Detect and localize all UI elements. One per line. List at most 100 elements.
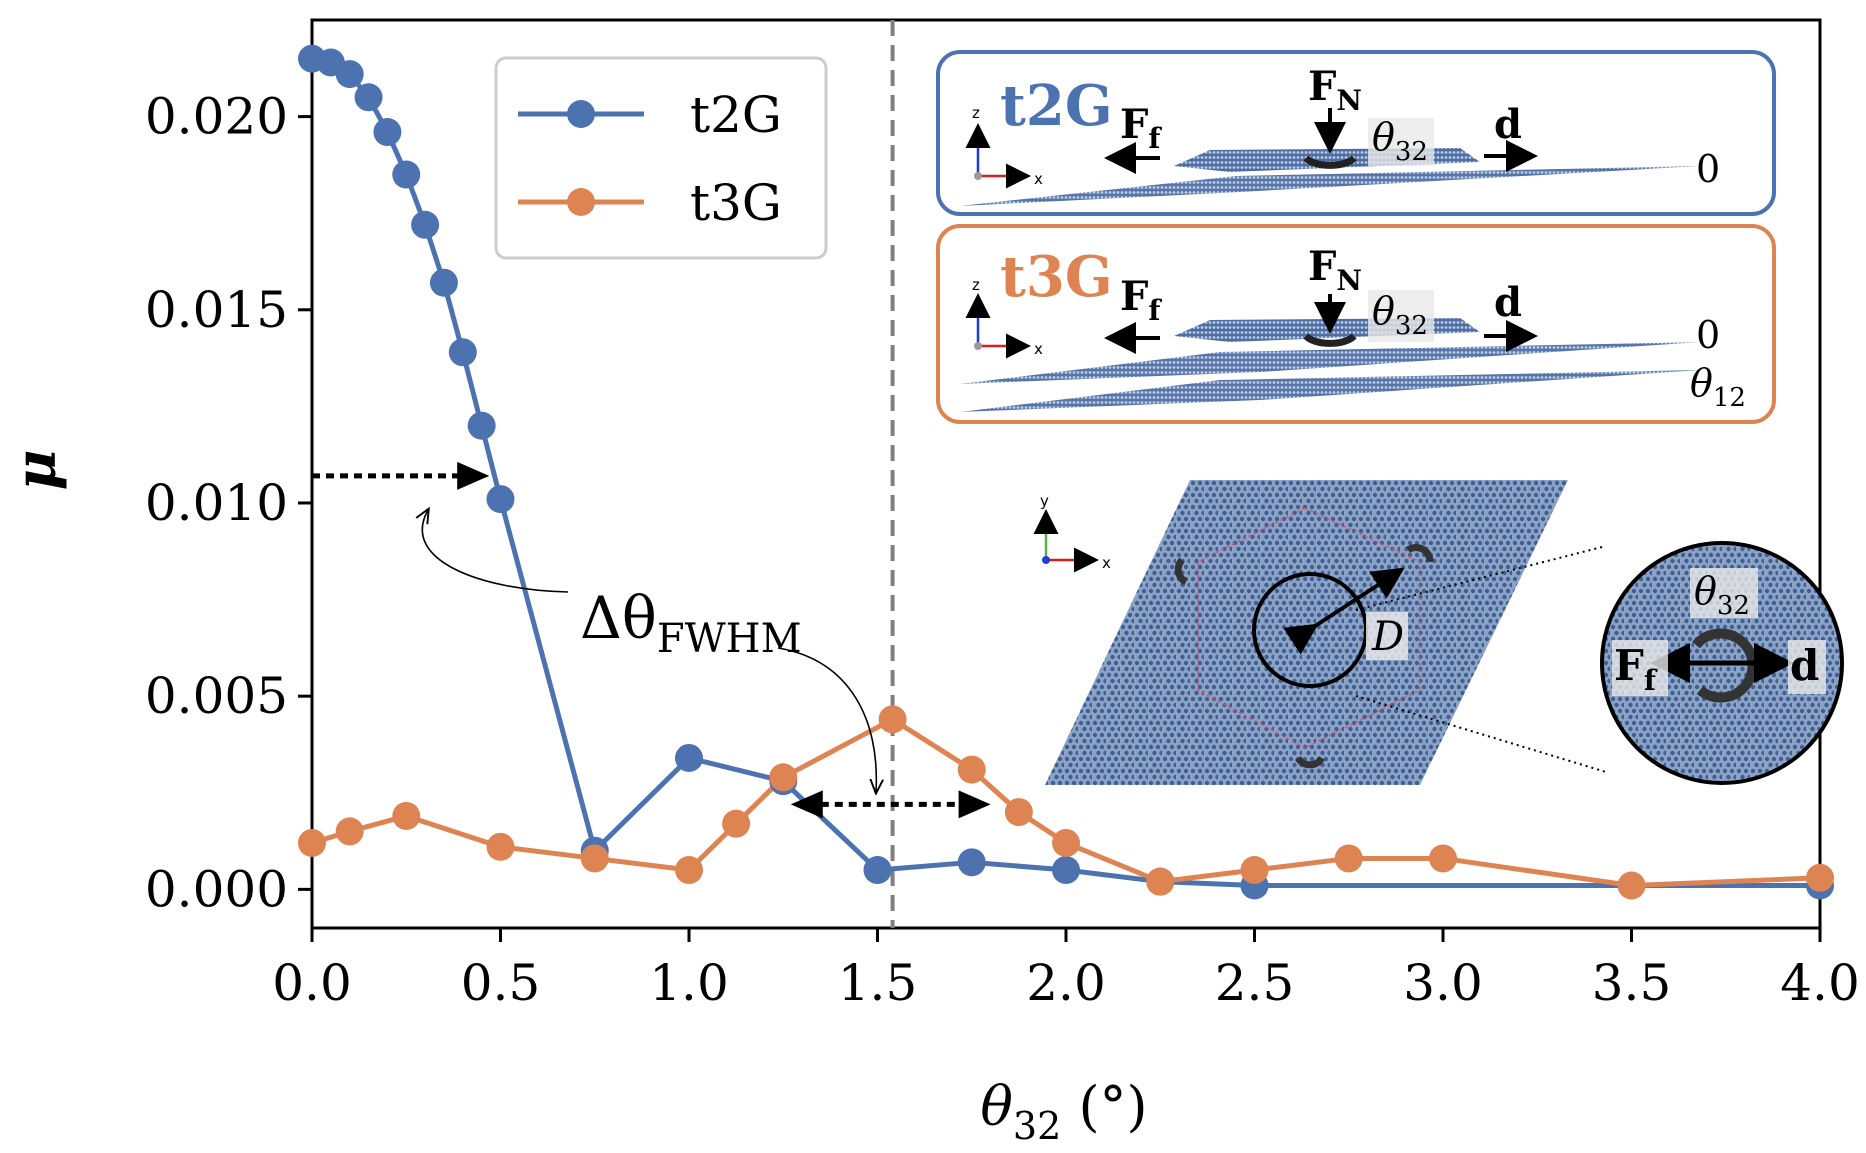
x-axis-ticks: 0.0 0.5 1.0 1.5 2.0 2.5 3.0 3.5 4.0 (272, 928, 1860, 1012)
data-point-t3G (298, 828, 326, 857)
legend: t2G t3G (494, 56, 828, 260)
fwhm-arrow-right-head-right (958, 790, 991, 819)
inset-lattice-y-label: y (1040, 492, 1049, 510)
data-point-t2G (863, 856, 892, 885)
inset-t3g-twist-arc (1303, 333, 1357, 347)
x-tick-label: 4.0 (1780, 954, 1860, 1012)
inset-t3g: t3G z x FN Ff d θ32 0 θ12 (936, 224, 1776, 424)
inset-t2g-twist-label: θ32 (1372, 115, 1428, 167)
inset-lattice-diameter-label-bg (1366, 612, 1408, 660)
y-tick-label: 0.010 (145, 474, 288, 532)
y-axis-ticks: 0.000 0.005 0.010 0.015 0.020 (145, 88, 312, 918)
inset-t3g-origin (974, 342, 982, 350)
x-tick-label: 1.5 (838, 954, 918, 1012)
data-point-t2G (486, 485, 515, 514)
inset-t3g-z-label: z (972, 276, 980, 294)
inset-lattice-diameter-arrow (1283, 567, 1405, 655)
data-point-t3G (957, 755, 986, 784)
inset-t3g-layer-angle-bottom: θ12 (1690, 361, 1746, 413)
inset-t2g-displacement-label: d (1494, 101, 1522, 148)
inset-t3g-sheet-middle (960, 342, 1700, 384)
inset-zoom-force-label-bg (1612, 640, 1668, 696)
inset-t2g-normal-force-label: FN (1308, 63, 1362, 117)
data-point-t2G (429, 268, 458, 297)
y-tick-label: 0.005 (145, 667, 288, 725)
inset-lattice: D y x θ32 Ff d (1033, 480, 1844, 785)
inset-t2g-friction-label: Ff (1120, 101, 1162, 155)
data-point-t2G (411, 210, 440, 239)
data-point-t3G (1004, 798, 1033, 827)
data-point-t3G (580, 844, 609, 873)
data-point-t2G (1052, 856, 1080, 885)
data-point-t3G (1334, 844, 1363, 873)
inset-lattice-rotation-mark-1 (1174, 557, 1188, 586)
x-tick-label: 1.0 (649, 954, 729, 1012)
x-tick-label: 0.0 (272, 954, 352, 1012)
fwhm-arrow-right-head-left (790, 790, 823, 819)
inset-lattice-sheet (1045, 480, 1568, 785)
series-layer (298, 44, 1834, 900)
y-tick-label: 0.020 (145, 88, 288, 146)
inset-zoom-guide-2 (1355, 695, 1607, 773)
data-point-t3G (1806, 863, 1834, 892)
inset-lattice-rotation-mark-2 (1406, 544, 1434, 563)
inset-zoom-twist-label: θ32 (1694, 569, 1750, 621)
inset-zoom-guide-1 (1355, 545, 1607, 611)
inset-t2g-x-label: x (1034, 170, 1043, 188)
data-point-t3G (1617, 871, 1646, 900)
inset-t3g-friction-label: Ff (1120, 273, 1162, 327)
data-point-t3G (486, 832, 515, 861)
y-axis-label: μ (3, 450, 69, 491)
x-axis-label: θ32 (°) (980, 1075, 1147, 1148)
fwhm-label: ΔθFWHM (580, 584, 802, 662)
inset-zoom-twist-label-bg (1690, 568, 1758, 618)
data-point-t3G (1146, 867, 1175, 896)
data-point-t3G (675, 856, 703, 885)
inset-t2g-z-label: z (972, 104, 980, 122)
data-point-t3G (878, 705, 907, 734)
data-point-t2G (373, 118, 402, 147)
data-point-t2G (448, 338, 477, 367)
x-tick-label: 2.5 (1215, 954, 1295, 1012)
inset-zoom-border (1600, 541, 1844, 785)
inset-t2g-title: t2G (1000, 73, 1113, 139)
data-point-t2G (392, 160, 421, 189)
fwhm-pointer-curve-1 (422, 510, 569, 593)
inset-t2g-layer-angle: 0 (1696, 147, 1720, 191)
inset-t2g-origin (974, 172, 982, 180)
inset-t2g-twist-label-bg (1368, 118, 1434, 166)
inset-t3g-layer-angle-top: 0 (1696, 313, 1720, 357)
data-point-t3G (1429, 844, 1457, 873)
series-line-t3G (311, 716, 1821, 888)
inset-zoom-force-label: Ff (1614, 641, 1658, 697)
inset-t3g-twist-label-bg (1368, 290, 1434, 342)
legend-label-t3G: t3G (690, 174, 782, 232)
legend-marker-t3G (567, 188, 595, 216)
inset-t3g-x-label: x (1034, 340, 1043, 358)
x-tick-label: 0.5 (461, 954, 541, 1012)
data-point-t3G (769, 763, 798, 792)
inset-lattice-rotation-mark-3 (1295, 755, 1325, 769)
inset-zoom-displacement-label: d (1790, 641, 1819, 690)
data-point-t2G (467, 411, 496, 440)
data-point-t2G (354, 83, 383, 112)
data-point-t2G (335, 60, 364, 89)
inset-lattice-diameter-label: D (1371, 614, 1404, 660)
inset-t3g-displacement-label: d (1494, 279, 1522, 326)
data-point-t3G (722, 809, 751, 838)
fwhm-annotation: ΔθFWHM (312, 461, 991, 819)
data-point-t2G (957, 848, 986, 877)
x-tick-label: 3.5 (1592, 954, 1672, 1012)
x-tick-label: 3.0 (1403, 954, 1483, 1012)
data-point-t3G (392, 801, 421, 830)
inset-t3g-title: t3G (1000, 244, 1113, 310)
y-tick-label: 0.000 (145, 860, 288, 918)
fwhm-arrow-left-head (457, 461, 490, 490)
data-point-t3G (335, 817, 364, 846)
inset-t2g-bottom-sheet (960, 166, 1700, 206)
inset-lattice-x-label: x (1102, 554, 1111, 572)
inset-t3g-sheet-bottom (960, 370, 1700, 412)
legend-label-t2G: t2G (690, 86, 782, 144)
